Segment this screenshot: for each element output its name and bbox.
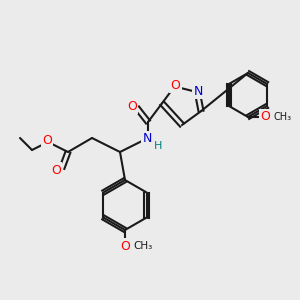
Text: N: N (194, 85, 203, 98)
Text: CH₃: CH₃ (274, 112, 292, 122)
Text: O: O (120, 239, 130, 253)
Text: O: O (127, 100, 137, 112)
Text: CH₃: CH₃ (133, 241, 152, 251)
Text: O: O (171, 79, 180, 92)
Text: O: O (51, 164, 61, 176)
Text: H: H (154, 141, 162, 151)
Text: O: O (260, 110, 270, 124)
Text: O: O (42, 134, 52, 148)
Text: N: N (142, 133, 152, 146)
